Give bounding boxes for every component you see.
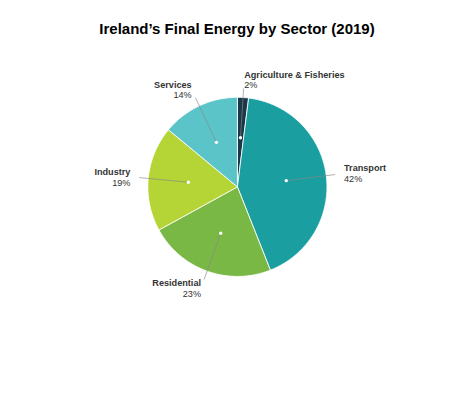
svg-text:14%: 14% [173, 90, 191, 100]
svg-text:Industry: Industry [94, 167, 131, 177]
svg-text:2%: 2% [244, 80, 257, 90]
svg-text:Transport: Transport [344, 163, 386, 173]
svg-text:Residential: Residential [152, 278, 201, 288]
svg-text:23%: 23% [183, 289, 201, 299]
html-text:Ireland’s Final Energy by Sect: Ireland’s Final Energy by Sector (2019) [99, 20, 375, 37]
svg-text:Services: Services [154, 80, 192, 90]
svg-text:Agriculture & Fisheries: Agriculture & Fisheries [244, 70, 344, 80]
svg-text:42%: 42% [344, 174, 362, 184]
svg-text:19%: 19% [112, 178, 130, 188]
